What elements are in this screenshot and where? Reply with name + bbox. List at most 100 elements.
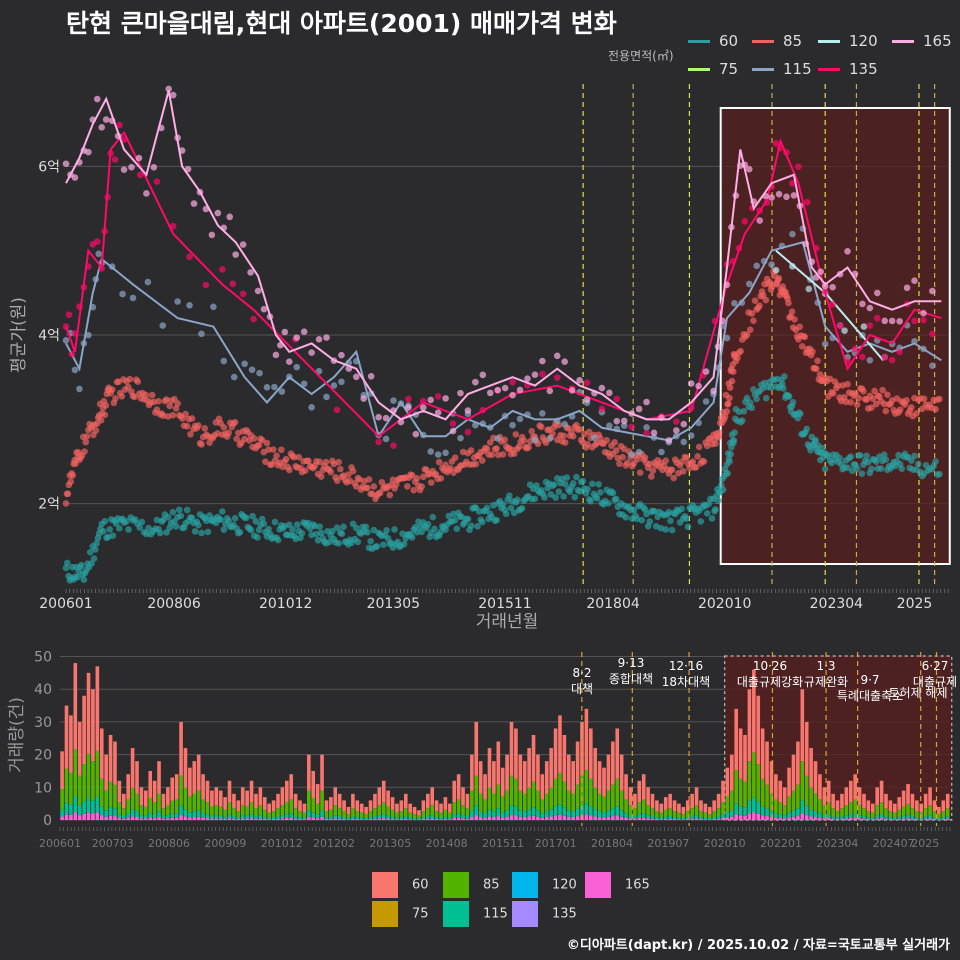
data-point	[799, 431, 807, 438]
data-point	[132, 376, 140, 384]
data-point	[392, 540, 400, 548]
data-point	[539, 410, 546, 417]
bar-segment-85	[77, 775, 82, 806]
data-point	[439, 522, 446, 530]
data-point	[587, 497, 595, 505]
annotation-label: 대출규제강화	[737, 675, 803, 689]
bar-segment-60	[562, 735, 567, 782]
data-point	[920, 395, 928, 403]
bar-segment-165	[461, 818, 465, 820]
bar-segment-165	[377, 818, 382, 820]
data-point	[866, 322, 874, 329]
data-point	[568, 384, 576, 392]
data-point	[695, 443, 703, 451]
data-point	[812, 244, 820, 252]
data-point	[323, 334, 330, 341]
data-point	[609, 489, 617, 497]
data-point	[346, 536, 354, 544]
data-point	[681, 453, 689, 461]
data-point	[845, 389, 853, 396]
data-point	[124, 383, 132, 391]
data-point	[866, 392, 874, 400]
data-point	[486, 424, 494, 431]
data-point	[330, 382, 338, 389]
data-point	[836, 394, 843, 401]
data-point	[427, 396, 435, 404]
bar-segment-115	[152, 814, 157, 819]
data-point	[716, 419, 724, 427]
data-point	[89, 241, 97, 248]
series-line-135	[65, 130, 942, 438]
data-point	[372, 543, 379, 551]
bar-segment-115	[765, 808, 769, 817]
data-point	[904, 453, 912, 461]
data-point	[86, 548, 94, 556]
data-point	[909, 412, 917, 420]
data-point	[448, 458, 456, 465]
bar-segment-60	[518, 754, 523, 791]
data-point	[120, 166, 128, 173]
bar-segment-115	[170, 813, 175, 818]
bar-segment-115	[782, 815, 787, 819]
data-point	[874, 392, 882, 399]
data-point	[220, 424, 228, 431]
data-point	[263, 533, 271, 540]
bar-segment-165	[752, 812, 756, 820]
data-point	[161, 397, 169, 405]
data-point	[751, 297, 759, 304]
bar-segment-165	[201, 817, 205, 820]
bar-segment-85	[923, 808, 928, 817]
data-point	[442, 449, 449, 457]
data-point	[691, 505, 698, 513]
data-point	[169, 508, 177, 516]
data-point	[157, 124, 165, 132]
data-point	[94, 414, 102, 422]
bar-segment-165	[500, 817, 505, 820]
data-point	[208, 231, 216, 239]
legend-swatch	[752, 68, 774, 71]
bar-y-tick-label: 50	[34, 650, 52, 666]
bar-segment-60	[359, 803, 364, 813]
data-point	[775, 190, 783, 198]
bar-segment-60	[390, 797, 395, 810]
bar-legend-label: 115	[483, 906, 508, 922]
bar-segment-60	[311, 770, 316, 798]
data-point	[930, 462, 937, 470]
data-point	[836, 270, 844, 278]
data-point	[911, 337, 918, 345]
bar-segment-60	[95, 666, 100, 751]
bar-segment-85	[443, 809, 448, 817]
bar-segment-85	[602, 796, 606, 813]
data-point	[873, 289, 881, 297]
data-point	[730, 350, 738, 358]
data-point	[798, 343, 806, 350]
data-point	[405, 395, 412, 403]
bar-segment-115	[756, 801, 761, 814]
bar-segment-60	[738, 728, 743, 779]
data-point	[872, 458, 880, 466]
bar-segment-165	[589, 815, 593, 820]
data-point	[731, 352, 738, 360]
data-point	[300, 328, 308, 335]
data-point	[518, 433, 526, 441]
data-point	[806, 345, 814, 353]
data-point	[429, 513, 437, 521]
bar-segment-115	[461, 815, 465, 819]
data-point	[679, 467, 687, 475]
data-point	[658, 414, 665, 422]
bar-y-tick-label: 10	[34, 780, 52, 796]
data-point	[683, 454, 690, 461]
data-point	[76, 303, 83, 310]
data-point	[627, 453, 634, 461]
data-point	[587, 434, 595, 442]
bar-segment-165	[831, 818, 835, 820]
data-point	[180, 524, 188, 531]
data-point	[574, 426, 582, 433]
data-point	[724, 470, 731, 477]
data-point	[349, 520, 357, 528]
data-point	[80, 576, 88, 583]
data-point	[781, 291, 788, 298]
data-point	[71, 573, 79, 581]
bar-segment-85	[589, 778, 593, 807]
bar-segment-85	[412, 814, 417, 819]
